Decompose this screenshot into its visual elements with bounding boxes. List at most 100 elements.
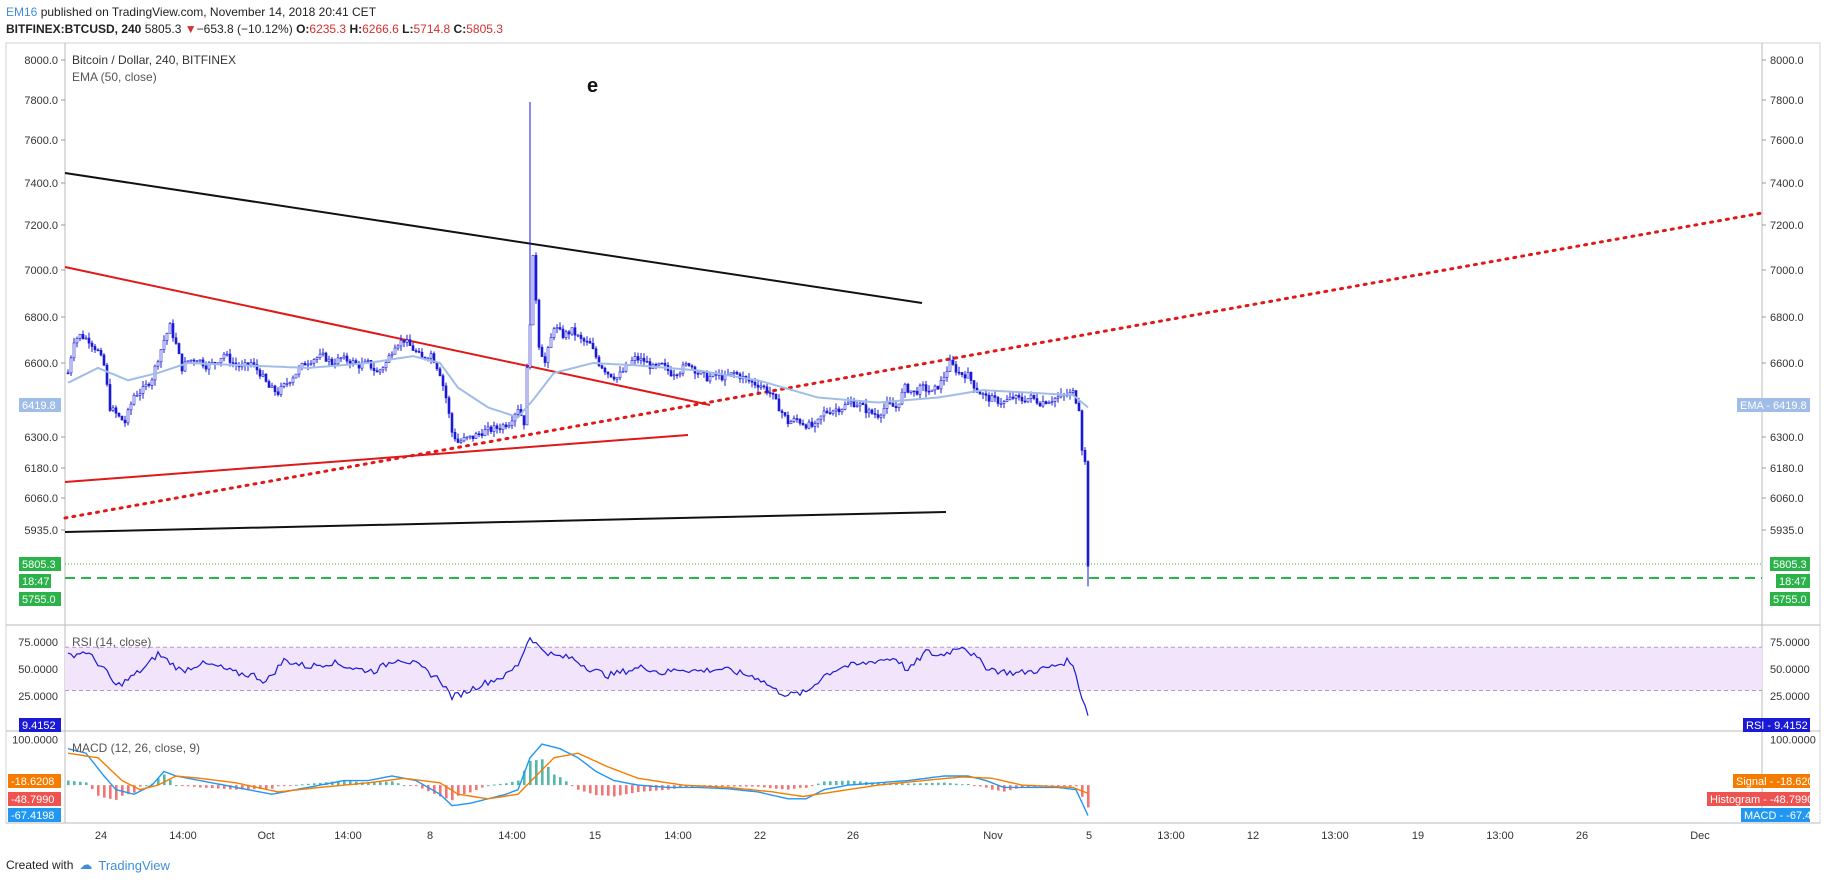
candle-body xyxy=(390,353,394,357)
candle-body xyxy=(543,356,547,363)
macd-histogram-bar xyxy=(841,780,844,786)
candle-body xyxy=(1020,396,1024,402)
candle-body xyxy=(195,360,199,363)
candle-body xyxy=(585,340,589,343)
candle-body xyxy=(486,426,490,431)
candle-body xyxy=(471,435,475,439)
down-arrow-icon: ▼ xyxy=(184,22,197,36)
candle-body xyxy=(141,386,145,394)
candle-body xyxy=(1008,396,1012,400)
macd-histogram-bar xyxy=(745,785,748,787)
right-y-tick: 6800.0 xyxy=(1770,312,1804,324)
macd-histogram-bar xyxy=(937,782,940,786)
candle-body xyxy=(171,323,175,339)
candle-body xyxy=(639,357,643,361)
candle-body xyxy=(66,372,70,375)
price-change: −653.8 (−10.12%) xyxy=(196,22,293,36)
candle-body xyxy=(1002,401,1006,404)
last-price-left-tag: 5805.3 xyxy=(22,559,56,571)
candle-body xyxy=(819,415,823,420)
x-tick: 14:00 xyxy=(498,830,526,840)
chart-canvas[interactable]: 8000.0 8000.0 7800.0 7800.0 7600.0 7600.0 7400… xyxy=(0,0,1828,840)
candle-body xyxy=(414,350,418,352)
last-price-right-tag: 5805.3 xyxy=(1773,559,1807,571)
lower-red-trendline xyxy=(64,434,689,483)
candle-body xyxy=(867,409,871,414)
macd-histogram-bar xyxy=(349,781,352,786)
candle-body xyxy=(972,380,976,389)
macd-histogram-bar xyxy=(367,782,370,786)
candle-body xyxy=(924,384,928,392)
candle-body xyxy=(1017,395,1021,398)
candle-body xyxy=(204,365,208,370)
candle-body xyxy=(1071,390,1075,393)
rsi-left-tick: 25.0000 xyxy=(18,691,58,703)
macd-histogram-bar xyxy=(385,781,388,786)
upper-red-trendline xyxy=(64,266,711,406)
macd-histogram-bar xyxy=(781,785,784,790)
candle-body xyxy=(600,365,604,369)
candle-body xyxy=(945,371,949,378)
candle-body xyxy=(573,327,577,336)
candle-body xyxy=(1083,450,1087,462)
candle-body xyxy=(123,419,127,424)
candle-body xyxy=(75,338,79,344)
candle-body xyxy=(327,358,331,362)
left-y-tick: 7200.0 xyxy=(24,220,58,232)
candle-body xyxy=(366,360,370,362)
macd-histogram-bar xyxy=(1063,785,1066,787)
open-label: O: xyxy=(296,22,310,36)
rsi-right-tick: 50.0000 xyxy=(1770,664,1810,676)
macd-histogram-bar xyxy=(307,783,310,786)
macd-histogram-bar xyxy=(943,782,946,786)
candle-body xyxy=(1080,410,1084,451)
macd-histogram-bar xyxy=(133,785,136,793)
macd-histogram-bar xyxy=(439,785,442,797)
macd-histogram-bar xyxy=(721,785,724,787)
candle-body xyxy=(312,359,316,364)
tradingview-link[interactable]: TradingView xyxy=(98,857,170,873)
candle-body xyxy=(798,419,802,424)
candle-body xyxy=(825,410,829,413)
macd-histogram-bar xyxy=(343,780,346,786)
macd-histogram-bar xyxy=(247,785,250,790)
macd-histogram-bar xyxy=(925,783,928,786)
rsi-right-tick: 75.0000 xyxy=(1770,637,1810,649)
candle-body xyxy=(759,385,763,388)
candle-body xyxy=(1053,397,1057,402)
candle-body xyxy=(120,415,124,421)
macd-histogram-bar xyxy=(985,785,988,788)
countdown-right-tag: 18:47 xyxy=(1779,576,1807,588)
candle-body xyxy=(951,359,955,365)
candle-body xyxy=(495,425,499,429)
macd-histogram-bar xyxy=(337,781,340,786)
candle-body xyxy=(849,401,853,404)
macd-histogram-bar xyxy=(415,785,418,787)
level-left-tag: 5755.0 xyxy=(22,594,56,606)
candle-body xyxy=(477,433,481,435)
candle-body xyxy=(1047,401,1051,405)
wave-label: e xyxy=(587,75,598,97)
candle-body xyxy=(939,380,943,390)
right-y-tick: 7400.0 xyxy=(1770,178,1804,190)
macd-histogram-bar xyxy=(979,785,982,787)
macd-histogram-bar xyxy=(517,780,520,786)
candle-body xyxy=(345,355,349,362)
x-tick: 24 xyxy=(95,830,107,840)
candle-body xyxy=(180,353,184,372)
candle-body xyxy=(396,345,400,349)
right-y-tick: 7600.0 xyxy=(1770,135,1804,147)
macd-right-tag: MACD - -67.4198 xyxy=(1744,810,1828,822)
candle-body xyxy=(489,426,493,432)
macd-histogram-bar xyxy=(523,770,526,786)
author-link[interactable]: EM16 xyxy=(6,5,38,19)
macd-histogram-bar xyxy=(817,783,820,786)
created-with: Created with xyxy=(6,858,74,872)
macd-histogram-bar xyxy=(823,781,826,786)
candle-body xyxy=(117,412,121,417)
candle-body xyxy=(708,376,712,382)
candle-body xyxy=(93,346,97,351)
candle-body xyxy=(555,327,559,330)
candle-body xyxy=(408,339,412,346)
candle-body xyxy=(1077,402,1081,412)
